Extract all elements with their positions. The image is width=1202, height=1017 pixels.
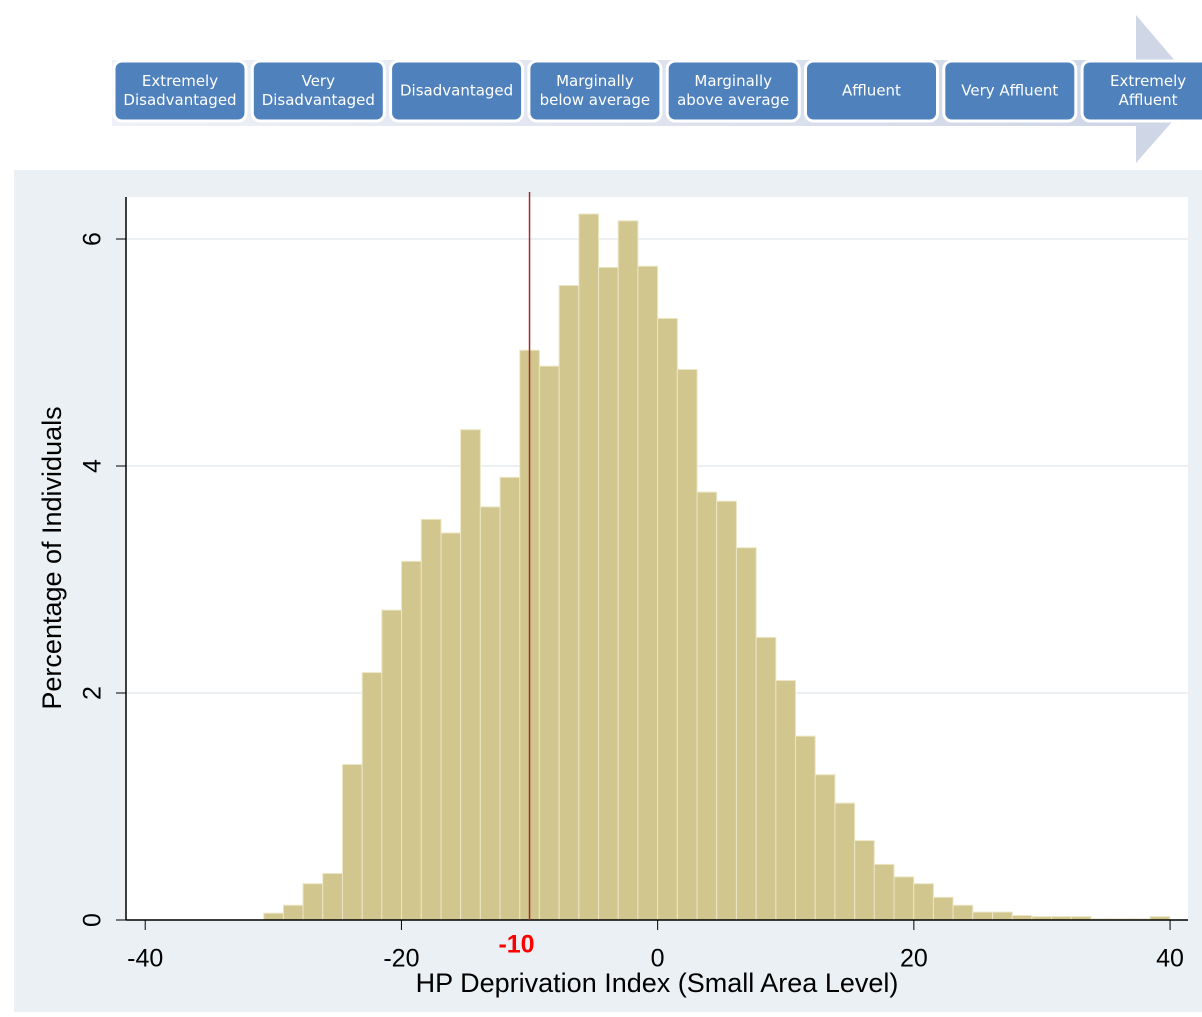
bar bbox=[361, 672, 383, 921]
banner-box bbox=[665, 59, 801, 123]
bar bbox=[479, 506, 501, 921]
banner-label: above average bbox=[677, 91, 789, 109]
bar bbox=[932, 896, 954, 921]
bar bbox=[696, 491, 718, 921]
bar bbox=[420, 518, 442, 921]
bar bbox=[381, 609, 403, 921]
banner-box bbox=[804, 59, 939, 123]
banner-label: Extremely bbox=[142, 72, 218, 90]
banner-label: Extremely bbox=[1110, 72, 1186, 90]
banner-box bbox=[389, 59, 525, 123]
banner-box bbox=[1080, 59, 1202, 123]
bar bbox=[794, 735, 816, 921]
bar bbox=[735, 547, 757, 921]
x-tick-label: 0 bbox=[651, 945, 665, 973]
bar bbox=[834, 802, 856, 921]
bar bbox=[401, 560, 422, 921]
bar bbox=[538, 365, 560, 921]
x-tick-label: -40 bbox=[127, 945, 163, 973]
banner-label: below average bbox=[540, 91, 651, 109]
y-tick-label: 0 bbox=[79, 913, 107, 927]
banner: ExtremelyDisadvantagedVeryDisadvantagedD… bbox=[112, 59, 1202, 123]
bar bbox=[499, 476, 521, 921]
bar bbox=[282, 904, 304, 921]
bar bbox=[676, 369, 698, 921]
banner-label: Marginally bbox=[694, 72, 772, 90]
banner-label: Very Affluent bbox=[961, 82, 1058, 100]
banner-box bbox=[112, 59, 248, 123]
x-axis-label: HP Deprivation Index (Small Area Level) bbox=[416, 968, 899, 998]
banner-box bbox=[527, 59, 663, 123]
bar bbox=[302, 883, 324, 921]
bar bbox=[775, 680, 796, 921]
bar bbox=[814, 774, 836, 921]
banner-box bbox=[942, 59, 1078, 123]
y-tick-label: 6 bbox=[79, 232, 107, 246]
bar bbox=[992, 911, 1013, 921]
bar bbox=[913, 883, 934, 921]
bar bbox=[972, 911, 994, 921]
bar bbox=[893, 876, 915, 921]
bar bbox=[637, 265, 659, 921]
bar bbox=[440, 532, 462, 921]
bar bbox=[460, 429, 481, 921]
bar bbox=[341, 764, 363, 921]
banner-box bbox=[250, 59, 386, 123]
banner-label: Marginally bbox=[556, 72, 634, 90]
bar bbox=[322, 872, 343, 921]
bar bbox=[854, 840, 875, 921]
x-tick-label: 40 bbox=[1156, 945, 1184, 973]
x-tick-label: -20 bbox=[383, 945, 419, 973]
y-tick-label: 4 bbox=[79, 459, 107, 473]
bar bbox=[657, 317, 678, 921]
x-tick-label: 20 bbox=[900, 945, 928, 973]
bar bbox=[598, 266, 619, 921]
bar bbox=[873, 863, 895, 921]
bar bbox=[755, 636, 777, 921]
y-tick-label: 2 bbox=[79, 686, 107, 700]
y-axis-label: Percentage of Individuals bbox=[37, 406, 67, 709]
bar bbox=[558, 285, 580, 921]
plot: 0 2 4 6 -40 -20 0 20 40 -10 bbox=[79, 192, 1188, 973]
banner-label: Affluent bbox=[842, 82, 901, 100]
bar bbox=[952, 904, 974, 921]
bar bbox=[578, 213, 600, 921]
banner-label: Affluent bbox=[1119, 91, 1178, 109]
banner-label: Disadvantaged bbox=[123, 91, 236, 109]
bar bbox=[617, 220, 639, 921]
bar bbox=[716, 500, 737, 921]
banner-label: Very bbox=[302, 72, 335, 90]
reference-label: -10 bbox=[498, 931, 534, 959]
banner-label: Disadvantaged bbox=[262, 91, 375, 109]
banner-label: Disadvantaged bbox=[400, 82, 513, 100]
bar bbox=[263, 912, 284, 921]
